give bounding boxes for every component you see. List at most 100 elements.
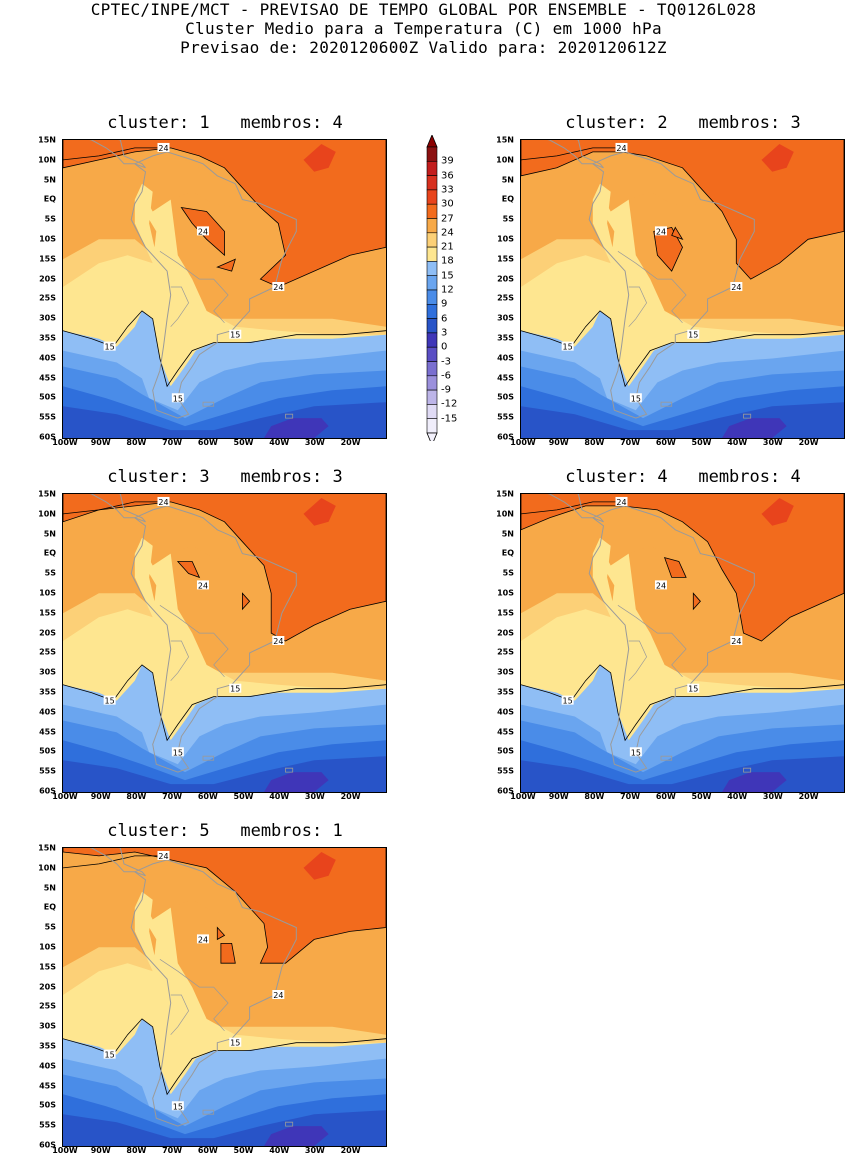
country-borders (617, 605, 687, 678)
colorbar-bin (426, 189, 438, 205)
lon-tick-label: 20W (340, 1146, 361, 1155)
colorbar-label: 24 (441, 227, 454, 239)
map-canvas: 24 24 24 15 15 15 (521, 140, 844, 438)
colorbar-bin (426, 232, 438, 248)
isotherm-24-north (63, 501, 164, 515)
temperature-band-below-0 (264, 772, 329, 792)
colorbar-min-arrow (426, 432, 438, 441)
colorbar-bin (426, 246, 438, 262)
isotherm-label-24-inland-text: 24 (198, 581, 208, 590)
colorbar-bin (426, 346, 438, 362)
isotherm-label-15-south-text: 15 (631, 748, 641, 757)
isotherm-label-15-east-text: 15 (230, 1039, 240, 1048)
colorbar-bin (426, 160, 438, 176)
lat-tick-label: 20S (497, 628, 514, 638)
latitude-axis-2: 15N 10N 5N EQ 5S 10S 15S 20S 25S 30S 35S 40S 45S 50S 5… (458, 136, 518, 442)
panel-title-4: cluster: 4 membros: 4 (565, 467, 801, 487)
isotherm-label-15-east: 15 (229, 329, 242, 340)
lat-tick-label: 15N (496, 489, 514, 499)
south-georgia (743, 413, 752, 419)
lat-tick-label: 5N (43, 529, 56, 539)
lat-tick-label: 35S (39, 687, 56, 697)
lat-tick-label: 50S (39, 1100, 56, 1110)
latitude-axis-3: 15N 10N 5N EQ 5S 10S 15S 20S 25S 30S 35S 40S 45S 50S 5… (0, 490, 60, 796)
lon-tick-label: 80W (584, 792, 605, 801)
lat-tick-label: 30S (497, 313, 514, 323)
temperature-warm-pocket-small (671, 226, 684, 241)
colorbar-label: 6 (441, 313, 448, 325)
colorbar-bin (426, 261, 438, 277)
colorbar-label: -6 (441, 370, 451, 382)
lon-tick-label: 30W (304, 438, 325, 447)
isotherm-15 (521, 310, 844, 388)
lat-tick-label: 35S (39, 1041, 56, 1051)
lat-tick-label: 40S (497, 707, 514, 717)
south-georgia (285, 413, 294, 419)
lat-tick-label: 45S (497, 727, 514, 737)
lat-tick-label: 50S (497, 746, 514, 756)
lat-tick-label: 10N (38, 863, 56, 873)
lat-tick-label: 5N (501, 175, 514, 185)
temperature-band-21-24-inland (600, 155, 701, 212)
isotherm-label-15-south: 15 (629, 393, 642, 403)
isotherm-label-24-inland: 24 (196, 580, 209, 590)
lat-tick-label: 5S (502, 214, 514, 224)
header-line-3: Previsao de: 2020120600Z Valido para: 20… (180, 38, 667, 57)
lat-tick-label: 55S (497, 412, 514, 422)
isotherm-label-15-south: 15 (171, 393, 184, 403)
lon-tick-label: 90W (90, 1146, 111, 1155)
lat-tick-label: 45S (39, 373, 56, 383)
colorbar-bin (426, 389, 438, 405)
temperature-map-cluster-1: 24 24 24 15 15 15 (62, 139, 387, 439)
isotherm-label-15-west: 15 (103, 341, 116, 352)
central-america-coastline (547, 140, 604, 169)
colorbar-bin (426, 203, 438, 219)
falkland-islands (202, 1109, 215, 1115)
isotherm-label-15-east-text: 15 (688, 685, 698, 694)
lat-tick-label: EQ (501, 194, 514, 204)
lat-tick-label: 30S (497, 667, 514, 677)
lon-tick-label: 20W (340, 438, 361, 447)
colorbar-label: 33 (441, 184, 454, 196)
lon-tick-label: 20W (340, 792, 361, 801)
temperature-map-cluster-3: 24 24 24 15 15 15 (62, 493, 387, 793)
temperature-band-27-30 (303, 852, 336, 880)
map-canvas: 24 24 24 15 15 15 (63, 494, 386, 792)
temperature-warm-pocket-small (216, 258, 236, 272)
lat-tick-label: 40S (39, 1061, 56, 1071)
isotherm-24-north (521, 501, 622, 515)
lon-tick-label: 90W (548, 438, 569, 447)
central-america-coastline (89, 140, 146, 169)
map-canvas: 24 24 24 15 15 15 (521, 494, 844, 792)
lat-tick-label: 50S (39, 746, 56, 756)
temperature-band-24-27 (521, 494, 844, 642)
lon-tick-label: 100W (52, 1146, 78, 1155)
isotherm-label-15-east-text: 15 (230, 331, 240, 340)
isotherm-label-15-south: 15 (171, 747, 184, 757)
temperature-band-24-27 (521, 140, 844, 280)
colorbar-bin (426, 404, 438, 419)
south-america-coastline (588, 505, 755, 773)
isotherm-label-15-south-text: 15 (631, 394, 641, 403)
lon-tick-label: 80W (584, 438, 605, 447)
lat-tick-label: 60S (39, 1140, 56, 1150)
temperature-band-27-30 (303, 144, 336, 172)
isotherm-label-15-south-text: 15 (173, 394, 183, 403)
lat-tick-label: 45S (39, 1081, 56, 1091)
isotherm-24-north (63, 855, 164, 869)
isotherm-label-24-east-text: 24 (273, 637, 283, 646)
lat-tick-label: 10N (496, 155, 514, 165)
temperature-band-21-24-inland (142, 509, 243, 566)
isotherm-label-15-west: 15 (103, 1049, 116, 1060)
andes-cool-strip (592, 537, 643, 713)
map-canvas: 24 24 24 15 15 15 (63, 140, 386, 438)
latitude-axis-4: 15N 10N 5N EQ 5S 10S 15S 20S 25S 30S 35S 40S 45S 50S 5… (458, 489, 518, 796)
temperature-band-21-24-inland (142, 863, 243, 920)
isotherm-label-24-east: 24 (730, 282, 743, 292)
lat-tick-label: 35S (497, 333, 514, 343)
isotherm-24-north (63, 147, 164, 161)
lat-tick-label: 55S (39, 766, 56, 776)
andes-cool-strip (134, 537, 185, 713)
isotherm-label-15-east: 15 (229, 683, 242, 694)
isotherm-label-24-inland: 24 (196, 934, 209, 944)
